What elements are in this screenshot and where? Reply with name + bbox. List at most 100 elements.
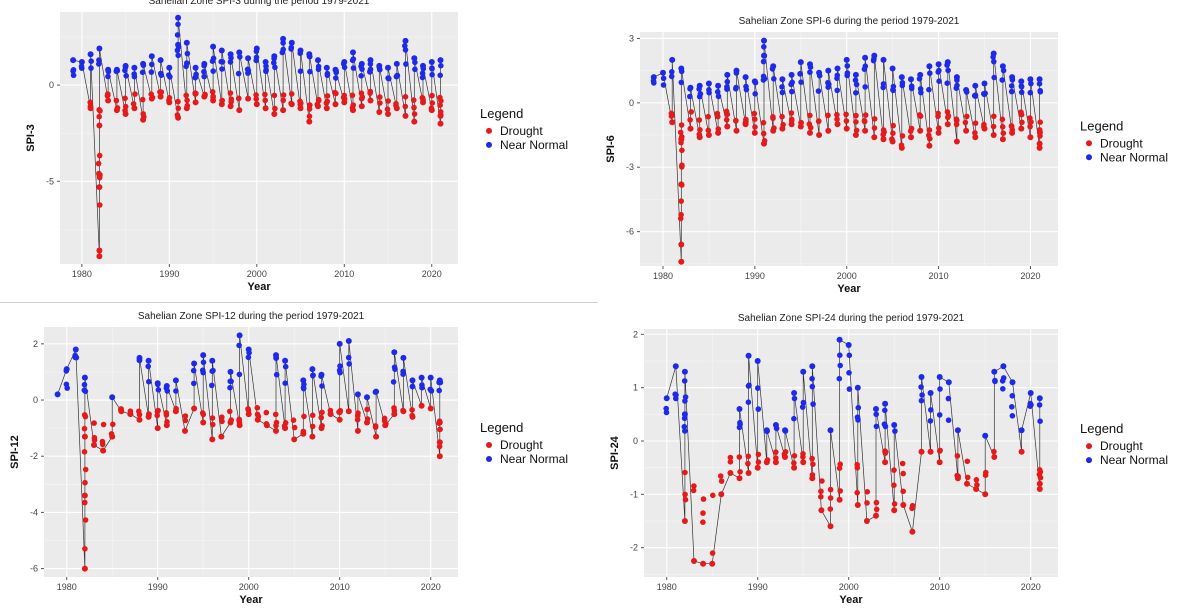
- drought-point: [280, 97, 287, 104]
- near-normal-point: [191, 360, 198, 367]
- drought-point: [393, 105, 400, 112]
- drought-point: [192, 99, 199, 106]
- drought-point: [669, 119, 676, 126]
- drought-point: [437, 102, 443, 108]
- drought-point: [306, 118, 313, 125]
- near-normal-point: [873, 423, 880, 430]
- near-normal-point: [936, 374, 943, 380]
- drought-point: [807, 124, 814, 131]
- near-normal-point: [650, 74, 657, 81]
- near-normal-point: [944, 80, 950, 86]
- drought-point: [175, 105, 182, 112]
- near-normal-point: [1009, 393, 1016, 399]
- chart-panel-spi12: Sahelian Zone SPI-12 during the period 1…: [0, 305, 598, 613]
- drought-point: [175, 114, 182, 121]
- drought-point: [710, 492, 716, 499]
- near-normal-point: [227, 368, 234, 375]
- near-normal-point: [173, 388, 179, 394]
- near-normal-point: [854, 384, 861, 391]
- near-normal-point: [306, 51, 313, 58]
- near-normal-point: [754, 358, 761, 364]
- drought-point: [1000, 130, 1007, 136]
- drought-point: [727, 454, 734, 461]
- drought-point: [402, 103, 409, 110]
- near-normal-point: [945, 379, 952, 386]
- drought-point: [236, 95, 242, 102]
- drought-point: [800, 451, 806, 457]
- drought-point: [437, 120, 444, 127]
- drought-point: [384, 106, 391, 112]
- drought-point: [324, 93, 331, 99]
- drought-point: [140, 116, 147, 123]
- near-normal-point: [96, 57, 102, 63]
- near-normal-point: [1037, 418, 1043, 424]
- near-normal-point: [87, 51, 94, 58]
- drought-point: [427, 405, 434, 412]
- near-normal-point: [70, 68, 76, 74]
- drought-point: [409, 407, 415, 413]
- near-normal-point: [386, 75, 392, 82]
- drought-point: [219, 418, 225, 425]
- drought-point: [87, 99, 93, 106]
- near-normal-point: [724, 71, 731, 78]
- chart-spi24: Sahelian Zone SPI-24 during the period 1…: [609, 313, 1168, 606]
- near-normal-point: [364, 394, 370, 401]
- x-tick-label: 2010: [334, 269, 354, 279]
- near-normal-point: [908, 76, 914, 83]
- drought-point: [827, 495, 834, 501]
- near-normal-point: [871, 52, 878, 59]
- drought-point: [727, 459, 734, 465]
- near-normal-point: [192, 64, 199, 71]
- near-normal-point: [63, 366, 70, 373]
- near-normal-point: [70, 72, 77, 79]
- drought-point: [336, 416, 343, 423]
- near-normal-point: [1036, 76, 1043, 83]
- near-normal-point: [175, 52, 181, 59]
- drought-point: [791, 464, 798, 471]
- near-normal-point: [70, 57, 77, 64]
- near-normal-point: [392, 366, 398, 372]
- drought-point: [999, 136, 1006, 143]
- drought-point: [737, 469, 743, 475]
- drought-point: [1037, 474, 1044, 481]
- near-normal-point: [155, 387, 162, 393]
- drought-point: [272, 411, 279, 418]
- near-normal-point: [954, 427, 961, 434]
- near-normal-point: [743, 86, 750, 93]
- near-normal-point: [393, 60, 400, 67]
- near-normal-point: [752, 91, 758, 97]
- chart-spi12: Sahelian Zone SPI-12 during the period 1…: [9, 311, 568, 606]
- drought-point: [705, 113, 711, 120]
- near-normal-point: [917, 71, 924, 78]
- near-normal-point: [696, 82, 703, 89]
- near-normal-point: [323, 64, 330, 71]
- x-tick-label: 2020: [422, 269, 442, 279]
- x-tick-label: 2010: [330, 582, 350, 592]
- drought-point: [745, 453, 752, 460]
- legend-title: Legend: [480, 420, 523, 435]
- near-normal-point: [807, 61, 813, 68]
- near-normal-point: [755, 406, 762, 412]
- drought-point: [953, 138, 960, 145]
- chart-panel-spi3: Sahelian Zone SPI-3 during the period 19…: [0, 0, 598, 300]
- x-tick-label: 2020: [1021, 582, 1041, 592]
- drought-point: [816, 132, 823, 138]
- near-normal-point: [779, 76, 786, 83]
- near-normal-point: [345, 338, 352, 344]
- drought-point: [210, 97, 217, 104]
- near-normal-point: [1036, 395, 1043, 402]
- near-normal-point: [438, 62, 444, 69]
- near-normal-point: [908, 85, 915, 92]
- drought-point: [827, 523, 834, 530]
- near-normal-point: [218, 58, 224, 65]
- drought-point: [899, 460, 906, 467]
- drought-point: [429, 92, 435, 99]
- drought-point: [436, 439, 443, 446]
- near-normal-point: [724, 84, 730, 90]
- drought-point: [263, 409, 270, 416]
- near-normal-point: [844, 70, 851, 76]
- drought-point: [973, 477, 980, 483]
- x-tick-label: 1980: [657, 582, 677, 592]
- near-normal-point: [1018, 84, 1025, 90]
- drought-point: [341, 99, 348, 106]
